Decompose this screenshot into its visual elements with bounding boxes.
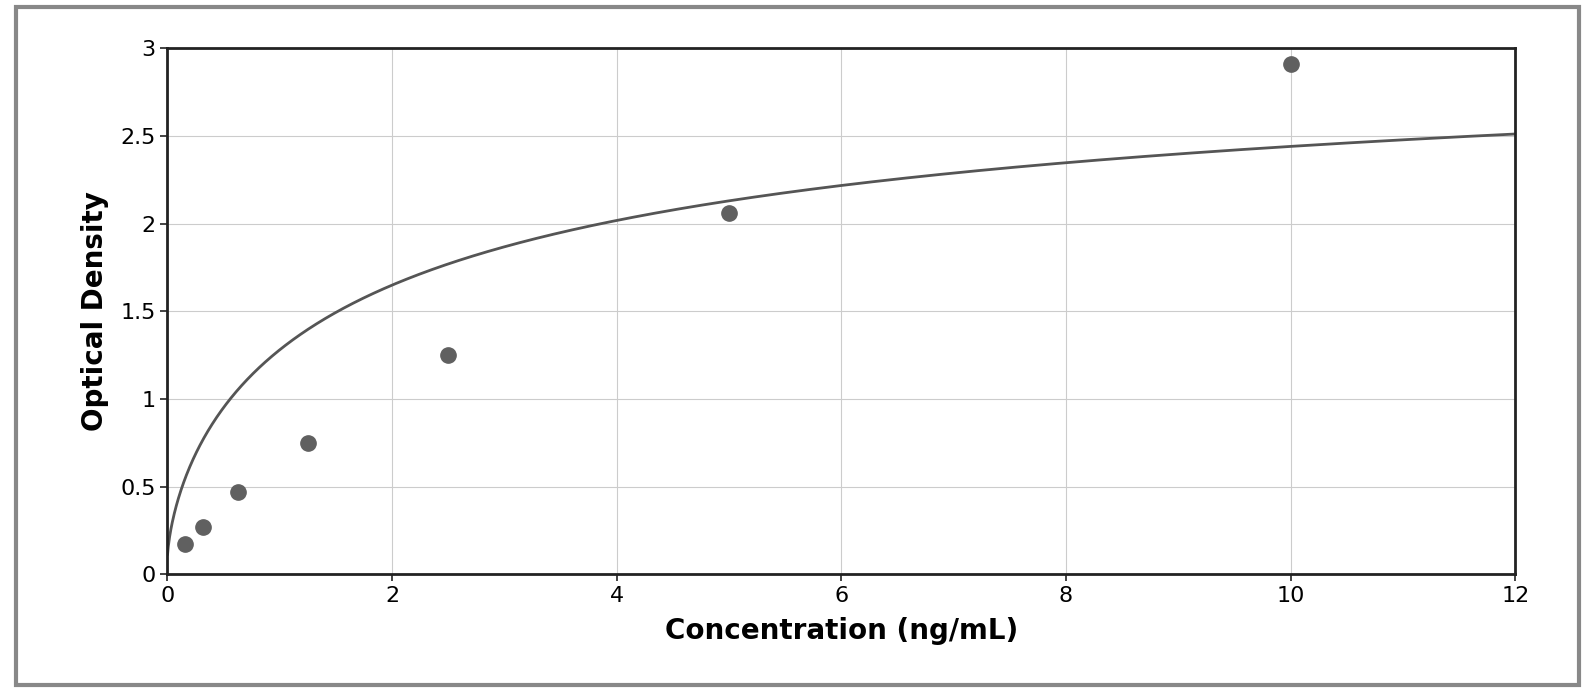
Point (190, 522, 215, 533)
Y-axis label: Optical Density: Optical Density (81, 192, 108, 431)
Point (172, 538, 198, 549)
Point (225, 486, 250, 498)
Point (435, 349, 461, 361)
Point (716, 208, 742, 219)
Point (1278, 59, 1303, 70)
Point (295, 437, 321, 448)
X-axis label: Concentration (ng/mL): Concentration (ng/mL) (665, 617, 1018, 645)
